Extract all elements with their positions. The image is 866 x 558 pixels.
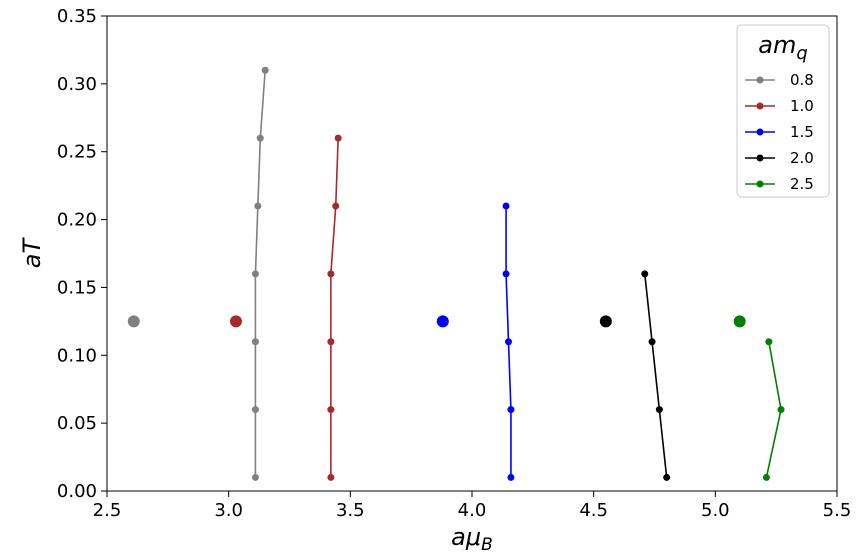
highlight-point — [599, 315, 612, 328]
plot-area — [106, 15, 838, 492]
y-tick-label: 0.05 — [57, 413, 97, 434]
data-point — [251, 270, 259, 278]
x-tick-label: 5.5 — [823, 500, 852, 521]
series-0.8 — [127, 66, 269, 481]
data-point — [251, 338, 259, 346]
y-tick-label: 0.15 — [57, 277, 97, 298]
legend: amq 0.8 1.0 1.5 2.0 2.5 — [736, 24, 830, 198]
data-point — [505, 338, 512, 346]
data-point — [502, 202, 510, 210]
data-point — [663, 473, 671, 481]
highlight-point — [733, 315, 746, 328]
legend-swatch-marker — [756, 128, 764, 136]
data-point — [251, 406, 259, 414]
data-point — [765, 338, 773, 346]
data-point — [334, 134, 342, 142]
data-point — [502, 270, 510, 278]
x-tick-label: 4.0 — [458, 500, 487, 521]
legend-swatch-marker — [756, 76, 764, 84]
highlight-point — [436, 315, 449, 328]
legend-swatch-marker — [756, 180, 764, 188]
y-tick-label: 0.20 — [57, 210, 97, 231]
legend-item: 1.5 — [745, 123, 814, 141]
highlight-point — [229, 315, 242, 328]
data-point — [655, 406, 663, 414]
series-2.0 — [599, 270, 671, 481]
x-tick-label: 5.0 — [701, 500, 730, 521]
legend-swatch-marker — [756, 102, 764, 110]
data-point — [507, 473, 515, 481]
x-tick-label: 4.5 — [579, 500, 608, 521]
legend-item: 2.5 — [745, 175, 814, 193]
data-point — [327, 406, 335, 414]
data-point — [641, 270, 649, 278]
x-axis-title-main: aμ — [451, 523, 481, 551]
plot-frame — [106, 15, 838, 492]
series-2.5 — [733, 315, 785, 481]
legend-box — [736, 24, 830, 198]
series-line — [330, 138, 339, 478]
x-axis-title-sub: B — [481, 535, 493, 555]
data-point — [507, 406, 515, 414]
legend-swatch-marker — [756, 154, 764, 162]
data-point — [762, 473, 770, 481]
data-point — [777, 406, 785, 414]
legend-items: 0.8 1.0 1.5 2.0 2.5 — [745, 71, 814, 193]
legend-title-sub: q — [796, 43, 807, 64]
y-tick-label: 0.35 — [57, 6, 97, 27]
series-1.5 — [436, 202, 515, 481]
series-1.0 — [229, 134, 342, 481]
series-layer — [127, 66, 785, 481]
legend-title: amq — [758, 31, 808, 64]
x-tick-label: 3.5 — [336, 500, 365, 521]
y-tick-label: 0.00 — [57, 481, 97, 502]
highlight-point — [127, 315, 140, 328]
x-axis: 2.5 3.0 3.5 4.0 4.5 5.0 5.5 — [93, 491, 852, 521]
x-axis-title: aμB — [451, 523, 493, 555]
data-point — [327, 473, 335, 481]
y-tick-label: 0.10 — [57, 345, 97, 366]
legend-item: 0.8 — [745, 71, 814, 89]
data-point — [648, 338, 656, 346]
legend-item: 1.0 — [745, 97, 814, 115]
legend-title-main: am — [758, 31, 796, 59]
data-point — [251, 473, 259, 481]
y-axis-title: aT — [18, 236, 46, 268]
y-tick-label: 0.30 — [57, 74, 97, 95]
data-point — [261, 66, 269, 74]
series-line — [643, 273, 668, 478]
data-point — [254, 202, 262, 210]
legend-label: 2.0 — [790, 149, 814, 167]
data-point — [256, 134, 264, 142]
y-axis: 0.00 0.05 0.10 0.15 0.20 0.25 0.30 0.35 — [57, 6, 107, 502]
legend-item: 2.0 — [745, 149, 814, 167]
legend-label: 2.5 — [790, 175, 814, 193]
data-point — [327, 338, 335, 346]
legend-label: 1.5 — [790, 123, 814, 141]
legend-label: 0.8 — [790, 71, 814, 89]
x-tick-label: 3.0 — [214, 500, 243, 521]
legend-label: 1.0 — [790, 97, 814, 115]
data-point — [327, 270, 335, 278]
x-tick-label: 2.5 — [93, 500, 122, 521]
y-tick-label: 0.25 — [57, 142, 97, 163]
data-point — [332, 202, 340, 210]
